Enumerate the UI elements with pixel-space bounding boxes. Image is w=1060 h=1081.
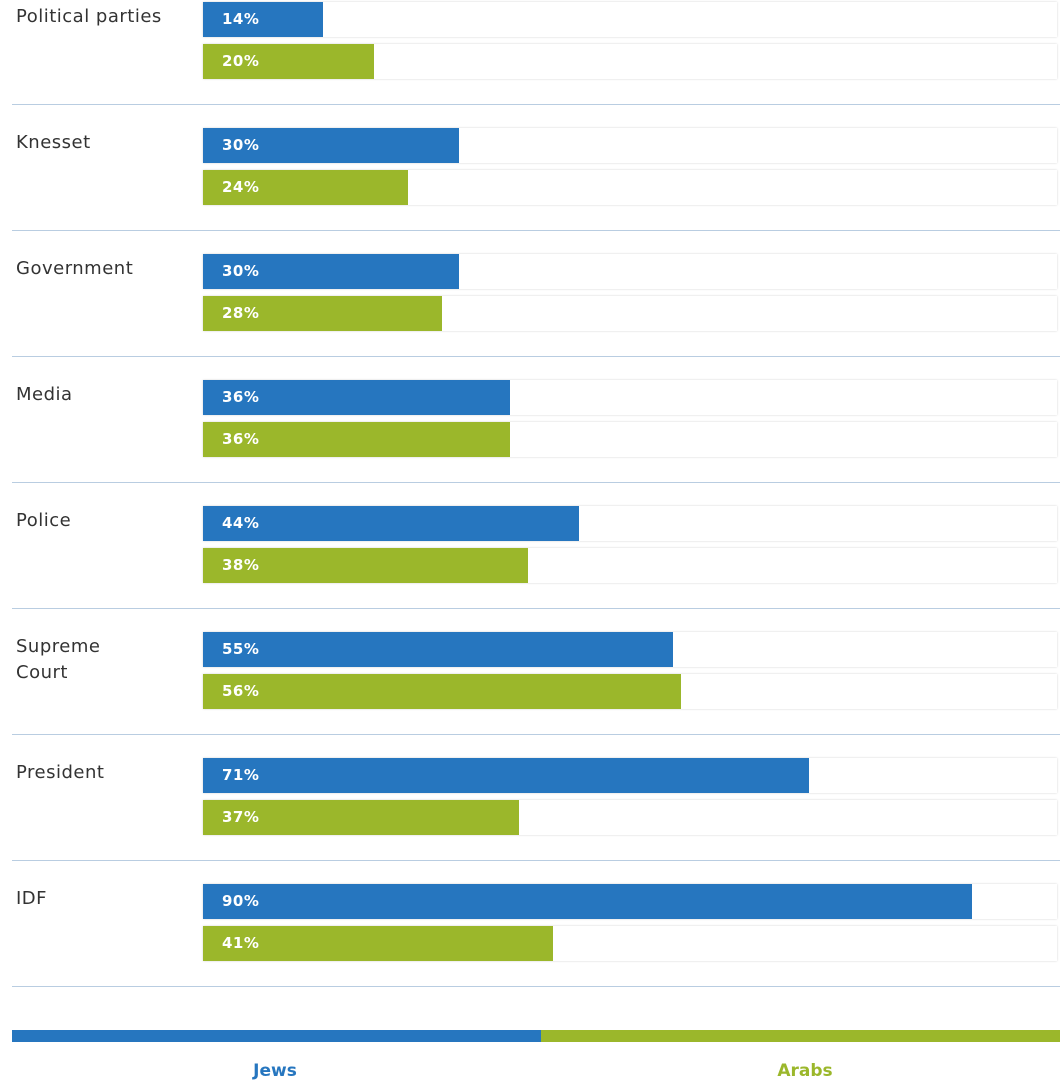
chart-row: IDF 90% 41%: [0, 882, 1060, 1008]
chart-row: President 71% 37%: [0, 756, 1060, 882]
bar-value-label: 36%: [222, 388, 260, 406]
row-divider: [12, 230, 1060, 231]
bar-arabs: 37%: [203, 800, 519, 835]
bar-track-jews: 44%: [203, 506, 1057, 541]
bar-arabs: 36%: [203, 422, 510, 457]
bar-jews: 36%: [203, 380, 510, 415]
bar-track-jews: 55%: [203, 632, 1057, 667]
bar-arabs: 38%: [203, 548, 528, 583]
row-divider: [12, 356, 1060, 357]
bar-track-jews: 71%: [203, 758, 1057, 793]
bar-value-label: 30%: [222, 262, 260, 280]
row-divider: [12, 986, 1060, 987]
category-label: Supreme Court: [16, 636, 101, 683]
bar-value-label: 28%: [222, 304, 260, 322]
bar-value-label: 41%: [222, 934, 260, 952]
bar-arabs: 28%: [203, 296, 442, 331]
chart-row: Supreme Court 55% 56%: [0, 630, 1060, 756]
category-label: Media: [16, 384, 73, 405]
bar-jews: 14%: [203, 2, 323, 37]
bar-value-label: 30%: [222, 136, 260, 154]
bar-jews: 30%: [203, 128, 459, 163]
chart-row: Media 36% 36%: [0, 378, 1060, 504]
bar-track-arabs: 36%: [203, 422, 1057, 457]
bar-value-label: 14%: [222, 10, 260, 28]
chart-row: Political parties 14% 20%: [0, 0, 1060, 126]
row-divider: [12, 734, 1060, 735]
bar-jews: 71%: [203, 758, 809, 793]
bar-chart: Political parties 14% 20% Knesset 30% 24% Gove…: [0, 0, 1060, 987]
chart-row: Government 30% 28%: [0, 252, 1060, 378]
legend-label-jews: Jews: [253, 1061, 297, 1081]
row-divider: [12, 104, 1060, 105]
row-divider: [12, 608, 1060, 609]
category-label: Political parties: [16, 6, 162, 27]
bar-value-label: 20%: [222, 52, 260, 70]
category-label: Police: [16, 510, 72, 531]
legend-swatch-arabs: [541, 1030, 1060, 1042]
bar-value-label: 55%: [222, 640, 260, 658]
category-label: President: [16, 762, 105, 783]
category-label: Knesset: [16, 132, 91, 153]
bar-jews: 44%: [203, 506, 579, 541]
bar-track-arabs: 28%: [203, 296, 1057, 331]
bar-jews: 30%: [203, 254, 459, 289]
bar-track-arabs: 41%: [203, 926, 1057, 961]
chart-row: Knesset 30% 24%: [0, 126, 1060, 252]
bar-value-label: 71%: [222, 766, 260, 784]
bar-jews: 55%: [203, 632, 673, 667]
bar-jews: 90%: [203, 884, 972, 919]
bar-value-label: 38%: [222, 556, 260, 574]
bar-value-label: 44%: [222, 514, 260, 532]
bar-arabs: 56%: [203, 674, 681, 709]
bar-track-arabs: 56%: [203, 674, 1057, 709]
row-divider: [12, 860, 1060, 861]
bar-track-arabs: 24%: [203, 170, 1057, 205]
bar-track-arabs: 37%: [203, 800, 1057, 835]
bar-track-arabs: 20%: [203, 44, 1057, 79]
bar-track-jews: 30%: [203, 128, 1057, 163]
bar-arabs: 20%: [203, 44, 374, 79]
chart-row: Police 44% 38%: [0, 504, 1060, 630]
bar-value-label: 37%: [222, 808, 260, 826]
legend-label-arabs: Arabs: [777, 1061, 833, 1081]
bar-track-arabs: 38%: [203, 548, 1057, 583]
bar-value-label: 90%: [222, 892, 260, 910]
bar-track-jews: 90%: [203, 884, 1057, 919]
bar-track-jews: 30%: [203, 254, 1057, 289]
legend: Jews Arabs: [12, 1030, 1060, 1081]
bar-arabs: 24%: [203, 170, 408, 205]
bar-track-jews: 36%: [203, 380, 1057, 415]
bar-arabs: 41%: [203, 926, 553, 961]
category-label: Government: [16, 258, 134, 279]
bar-value-label: 24%: [222, 178, 260, 196]
bar-track-jews: 14%: [203, 2, 1057, 37]
bar-value-label: 36%: [222, 430, 260, 448]
row-divider: [12, 482, 1060, 483]
legend-swatch-jews: [12, 1030, 541, 1042]
bar-value-label: 56%: [222, 682, 260, 700]
category-label: IDF: [16, 888, 48, 909]
